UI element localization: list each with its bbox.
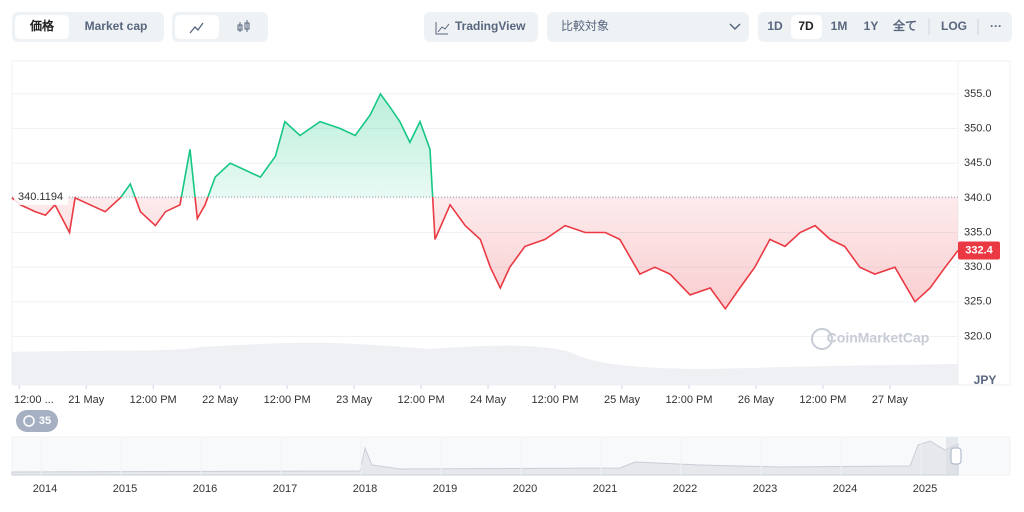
year-label: 2019 [433,483,457,495]
watermark-logo [811,328,833,350]
x-tick-label: 26 May [738,394,775,406]
y-tick-label: 330.0 [964,261,992,273]
x-tick-label: 12:00 PM [665,394,712,406]
x-tick-label: 12:00 PM [264,394,311,406]
more-button[interactable]: ··· [990,19,1002,33]
y-tick-label: 335.0 [964,226,992,238]
year-label: 2017 [273,483,297,495]
compare-label[interactable]: 比較対象 [561,18,609,33]
tradingview-button[interactable] [424,12,538,42]
year-label: 2020 [513,483,537,495]
y-tick-label: 325.0 [964,296,992,308]
compare-select[interactable] [547,12,749,42]
x-tick-label: 27 May [872,394,909,406]
tab-active[interactable] [15,15,69,39]
x-tick-label: 12:00 ... [14,394,54,406]
year-label: 2015 [113,483,137,495]
range[interactable]: 1Y [864,19,879,33]
range-active[interactable] [791,15,822,39]
currency-label: JPY [974,373,997,387]
log-toggle[interactable]: LOG [941,19,967,33]
y-tick-label: 355.0 [964,88,992,100]
year-label: 2023 [753,483,777,495]
year-label: 2024 [833,483,857,495]
y-tick-label: 340.0 [964,192,992,204]
x-tick-label: 23 May [336,394,373,406]
x-tick-label: 12:00 PM [398,394,445,406]
chevron [729,23,741,31]
year-label: 2021 [593,483,617,495]
range[interactable]: 7D [798,19,814,33]
x-tick-label: 12:00 PM [531,394,578,406]
watermark: CoinMarketCap [827,330,930,346]
navigator-handle[interactable] [950,447,962,465]
line-type[interactable] [175,15,219,39]
range[interactable]: 全て [892,18,917,33]
area [12,93,958,309]
badge-icon [23,415,35,427]
x-tick-label: 21 May [68,394,105,406]
line-icon [189,22,204,34]
range[interactable]: 1D [767,19,783,33]
year-label: 2025 [913,483,937,495]
last-price-tag [958,241,1000,260]
y-tick-label: 350.0 [964,122,992,134]
x-tick-label: 22 May [202,394,239,406]
tab[interactable]: Market cap [85,19,148,33]
badge-count: 35 [39,415,51,427]
candle-icon[interactable] [237,20,250,32]
x-tick-label: 12:00 PM [799,394,846,406]
tab[interactable]: 価格 [29,18,55,33]
tv-icon [435,22,450,35]
baseline-label: 340.1194 [18,191,63,203]
x-tick-label: 24 May [470,394,507,406]
baseline-label-bg [14,189,68,206]
x-tick-label: 25 May [604,394,641,406]
volume-area [12,342,958,385]
y-tick-label: 345.0 [964,157,992,169]
last-price-label: 332.4 [965,244,993,256]
badge[interactable] [16,410,58,432]
range[interactable]: 1M [831,19,848,33]
y-tick-label: 320.0 [964,330,992,342]
year-label: 2014 [33,483,57,495]
year-label: 2018 [353,483,377,495]
x-tick-label: 12:00 PM [130,394,177,406]
tradingview-label[interactable]: TradingView [455,19,526,33]
year-label: 2022 [673,483,697,495]
year-label: 2016 [193,483,217,495]
price-line [11,92,959,311]
